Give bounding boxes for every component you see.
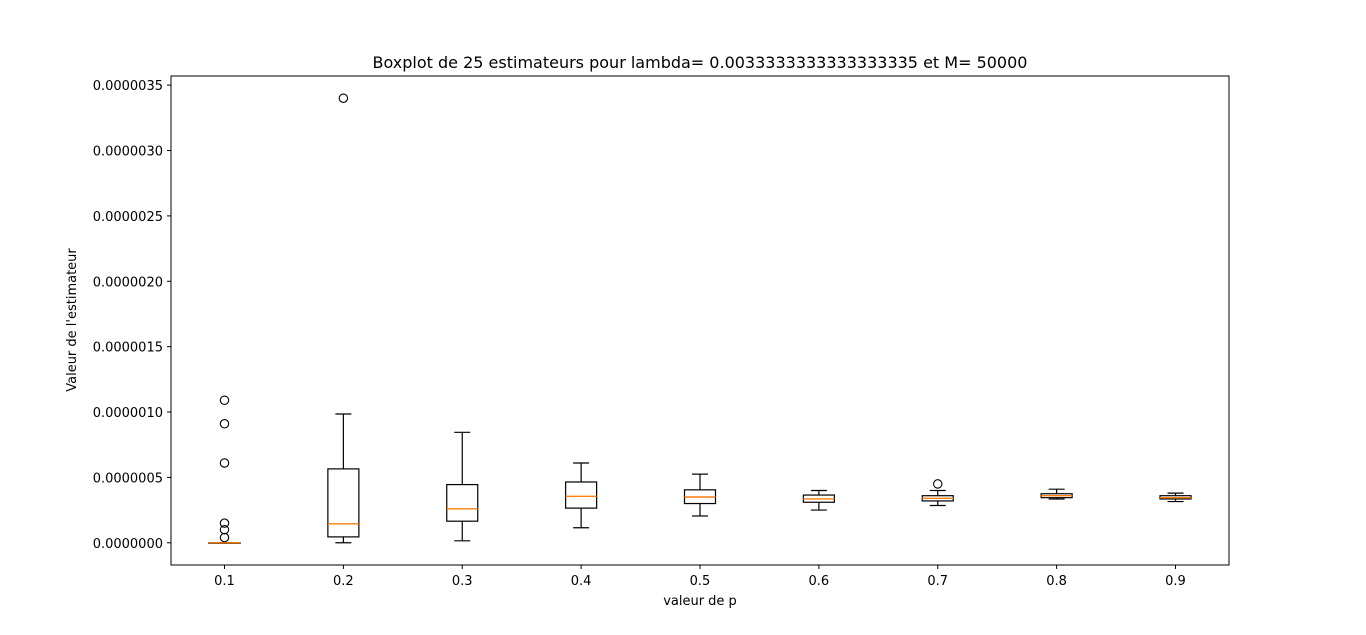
outlier-point bbox=[219, 419, 230, 429]
outlier-point bbox=[219, 395, 230, 406]
plot-area bbox=[208, 93, 1192, 544]
x-tick-label: 0.6 bbox=[809, 574, 830, 589]
outlier-point bbox=[219, 518, 230, 528]
box-group-0.8 bbox=[1040, 488, 1073, 500]
box-group-0.2 bbox=[327, 93, 360, 544]
iqr-box bbox=[446, 483, 479, 522]
box-group-0.7 bbox=[921, 479, 954, 507]
box-group-0.3 bbox=[446, 431, 479, 542]
x-tick-label: 0.7 bbox=[927, 574, 948, 589]
outlier-point bbox=[219, 524, 230, 535]
x-axis-label: valeur de p bbox=[663, 594, 737, 609]
outlier-point bbox=[219, 458, 230, 468]
chart-title: Boxplot de 25 estimateurs pour lambda= 0… bbox=[373, 53, 1028, 72]
y-tick-label: 0.0000005 bbox=[93, 471, 163, 486]
box-group-0.6 bbox=[802, 489, 835, 511]
y-tick-label: 0.0000035 bbox=[93, 79, 163, 94]
iqr-box bbox=[327, 468, 360, 538]
y-tick-label: 0.0000030 bbox=[93, 145, 163, 160]
y-tick-label: 0.0000010 bbox=[93, 406, 163, 421]
outlier-point bbox=[933, 479, 943, 489]
x-tick-label: 0.3 bbox=[452, 574, 473, 589]
x-axis: 0.1 0.2 0.3 0.4 0.5 0.6 0.7 0.8 0.9 bbox=[214, 565, 1186, 589]
y-axis-label: Valeur de l'estimateur bbox=[65, 248, 80, 392]
outlier-point bbox=[338, 93, 349, 103]
x-tick-label: 0.4 bbox=[571, 574, 592, 589]
y-axis: 0.0000000 0.0000005 0.0000010 0.0000015 0.00… bbox=[93, 79, 171, 552]
y-tick-label: 0.0000000 bbox=[93, 537, 163, 552]
box-group-0.4 bbox=[565, 462, 598, 529]
x-tick-label: 0.1 bbox=[214, 574, 235, 589]
box-group-0.5 bbox=[683, 473, 717, 517]
x-tick-label: 0.9 bbox=[1165, 574, 1186, 589]
x-tick-label: 0.5 bbox=[690, 574, 711, 589]
plot-frame bbox=[170, 75, 1230, 566]
box-group-0.1 bbox=[208, 395, 241, 544]
y-tick-label: 0.0000015 bbox=[93, 341, 163, 356]
box-group-0.9 bbox=[1159, 492, 1192, 503]
y-tick-label: 0.0000020 bbox=[93, 275, 163, 290]
x-tick-label: 0.8 bbox=[1046, 574, 1067, 589]
y-tick-label: 0.0000025 bbox=[93, 210, 163, 225]
iqr-box bbox=[565, 481, 598, 509]
x-tick-label: 0.2 bbox=[333, 574, 354, 589]
outlier-point bbox=[219, 532, 230, 543]
